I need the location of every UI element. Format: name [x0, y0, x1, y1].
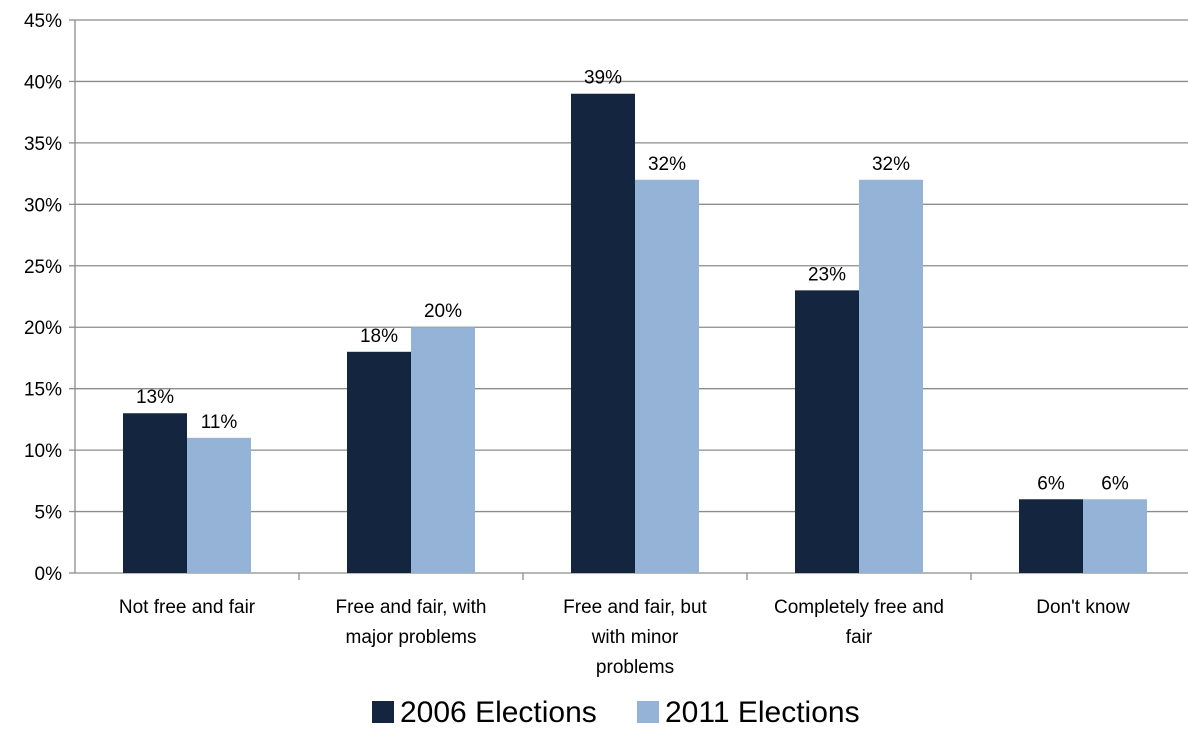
bar-1: [347, 351, 411, 573]
legend-swatch: [372, 701, 394, 723]
x-category-label: Free and fair, but: [563, 597, 707, 618]
bar-1: [795, 290, 859, 573]
data-label: 13%: [136, 387, 174, 408]
y-tick-label: 35%: [24, 134, 62, 155]
x-category-label: fair: [846, 627, 873, 648]
legend-swatch: [637, 701, 659, 723]
data-label: 32%: [648, 154, 686, 175]
data-label: 23%: [808, 264, 846, 285]
legend: 2006 Elections 2011 Elections: [372, 696, 860, 729]
x-category-label: Don't know: [1036, 597, 1130, 618]
axes: 0% 5% 10% 15% 20% 25% 30% 35% 40% 45% Not free and…: [24, 11, 1188, 678]
data-label: 39%: [584, 68, 622, 89]
bar-2: [859, 179, 923, 573]
bar-2: [411, 327, 475, 573]
x-category-label: major problems: [346, 627, 477, 648]
y-tick-label: 5%: [35, 503, 63, 524]
bar-1: [123, 413, 187, 573]
data-label: 18%: [360, 326, 398, 347]
y-tick-label: 10%: [24, 441, 62, 462]
y-tick-label: 45%: [24, 11, 62, 32]
legend-label: 2011 Elections: [665, 696, 860, 729]
y-tick-label: 20%: [24, 318, 62, 339]
x-category-label: Free and fair, with: [335, 597, 486, 618]
y-tick-label: 30%: [24, 195, 62, 216]
bars: [123, 93, 1147, 573]
x-category-label: Completely free and: [774, 597, 944, 618]
y-tick-label: 15%: [24, 380, 62, 401]
data-label: 6%: [1037, 473, 1065, 494]
y-tick-label: 40%: [24, 72, 62, 93]
y-tick-label: 0%: [35, 564, 63, 585]
data-label: 20%: [424, 301, 462, 322]
x-category-label: Not free and fair: [119, 597, 256, 618]
data-labels: 13% 11% 18% 20% 39% 32% 23% 32% 6% 6%: [136, 68, 1129, 495]
data-label: 32%: [872, 154, 910, 175]
y-tick-label: 25%: [24, 257, 62, 278]
bar-2: [635, 179, 699, 573]
data-label: 11%: [201, 412, 238, 433]
bar-2: [187, 437, 251, 573]
bar-2: [1083, 499, 1147, 573]
x-category-label: problems: [596, 657, 674, 678]
bar-1: [1019, 499, 1083, 573]
legend-label: 2006 Elections: [400, 696, 597, 729]
data-label: 6%: [1101, 473, 1129, 494]
bar-1: [571, 93, 635, 573]
x-category-label: with minor: [591, 627, 679, 648]
